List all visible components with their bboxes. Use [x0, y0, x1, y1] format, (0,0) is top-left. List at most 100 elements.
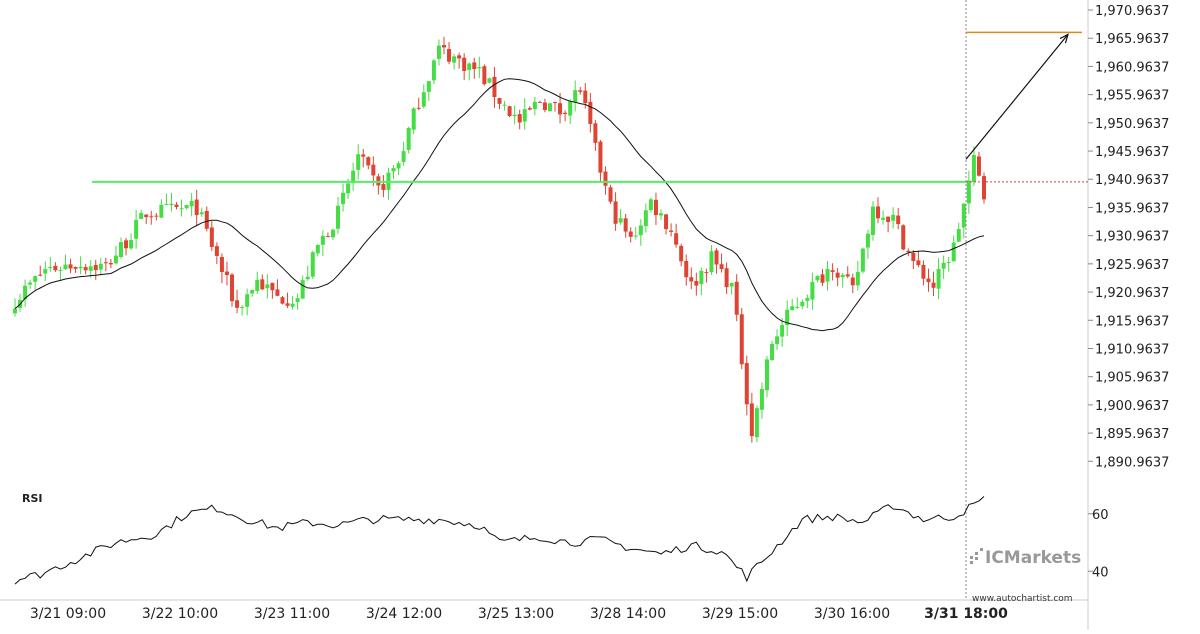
candle-body: [462, 57, 467, 71]
candle-body: [184, 205, 189, 209]
candle-body: [946, 261, 951, 263]
candle-body: [447, 48, 452, 62]
candle-body: [255, 279, 260, 291]
candle-body: [224, 271, 229, 276]
candle-body: [467, 63, 472, 70]
logo-mark: [980, 548, 983, 551]
logo-mark: [975, 552, 978, 555]
forecast-arrow-head: [1059, 33, 1069, 44]
candle-body: [739, 314, 744, 365]
candle-body: [724, 268, 729, 288]
price-tick-label: 1,895.9637: [1095, 427, 1169, 442]
candle-body: [896, 215, 901, 225]
candle-body: [431, 60, 436, 81]
candle-body: [855, 272, 860, 286]
candle-body: [901, 225, 906, 250]
candle-body: [219, 256, 224, 273]
price-tick-label: 1,910.9637: [1095, 342, 1169, 357]
candle-body: [704, 272, 709, 274]
price-tick-label: 1,915.9637: [1095, 314, 1169, 329]
candle-body: [583, 90, 588, 104]
candle-body: [881, 217, 886, 220]
candle-body: [63, 264, 68, 270]
candle-body: [336, 205, 340, 229]
candle-body: [553, 102, 558, 104]
candle-body: [235, 300, 240, 308]
time-tick-label: 3/29 15:00: [702, 606, 778, 622]
candle-body: [472, 62, 477, 70]
price-tick-label: 1,970.9637: [1095, 4, 1169, 19]
candle-body: [265, 284, 270, 289]
candle-body: [300, 280, 305, 299]
candle-body: [810, 281, 815, 300]
candle-body: [588, 101, 593, 124]
price-tick-label: 1,890.9637: [1095, 455, 1169, 470]
candle-body: [850, 277, 855, 286]
price-tick-label: 1,905.9637: [1095, 371, 1169, 386]
candle-body: [921, 264, 926, 279]
candle-body: [38, 274, 43, 276]
candle-body: [502, 104, 507, 106]
candle-body: [926, 278, 931, 283]
candle-body: [371, 164, 376, 176]
candle-body: [775, 336, 780, 345]
candle-body: [194, 199, 199, 216]
candle-body: [33, 276, 38, 282]
candle-body: [98, 263, 103, 270]
time-tick-label: 3/22 10:00: [142, 606, 218, 622]
candle-body: [835, 272, 840, 278]
candle-body: [134, 219, 139, 239]
price-panel: [0, 0, 1089, 630]
candle-body: [527, 108, 532, 110]
candle-body: [23, 285, 28, 300]
candle-body: [643, 210, 648, 227]
candle-body: [421, 92, 426, 107]
candle-body: [603, 171, 608, 186]
logo-mark: [975, 557, 978, 560]
candle-body: [159, 204, 164, 218]
candle-body: [865, 233, 870, 248]
time-tick-label: 3/24 12:00: [366, 606, 442, 622]
candle-body: [830, 270, 835, 272]
candle-body: [891, 214, 896, 221]
candle-body: [174, 204, 179, 208]
candle-body: [73, 267, 78, 269]
candle-body: [800, 301, 805, 307]
candle-body: [43, 269, 48, 274]
candle-body: [860, 248, 865, 272]
candle-body: [759, 388, 764, 410]
forecast-arrow-line: [965, 34, 1069, 160]
candle-body: [976, 156, 981, 176]
candle-body: [58, 269, 63, 271]
candle-body: [68, 264, 73, 269]
price-tick-label: 1,930.9637: [1095, 230, 1169, 245]
candle-body: [699, 270, 704, 285]
time-tick-label: 3/28 14:00: [590, 606, 666, 622]
candle-body: [285, 303, 290, 306]
candle-body: [886, 216, 891, 222]
candle-body: [139, 213, 144, 219]
candle-body: [744, 363, 749, 405]
candle-body: [325, 236, 330, 238]
price-tick-label: 1,920.9637: [1095, 286, 1169, 301]
candle-body: [426, 81, 431, 92]
candle-body: [659, 213, 663, 216]
candle-body: [669, 230, 674, 232]
candle-body: [790, 306, 795, 311]
logo-mark: [970, 556, 973, 559]
time-tick-label: 3/21 09:00: [30, 606, 106, 622]
candle-body: [441, 44, 446, 48]
moving-average-line: [14, 78, 985, 332]
candle-body: [749, 403, 754, 437]
candle-body: [113, 255, 118, 264]
candle-body: [28, 282, 33, 285]
candle-body: [709, 251, 714, 273]
candle-body: [406, 128, 411, 150]
candle-body: [684, 260, 689, 278]
candle-body: [517, 114, 522, 123]
candle-body: [618, 218, 623, 223]
candle-body: [623, 218, 628, 232]
candle-body: [381, 184, 386, 190]
